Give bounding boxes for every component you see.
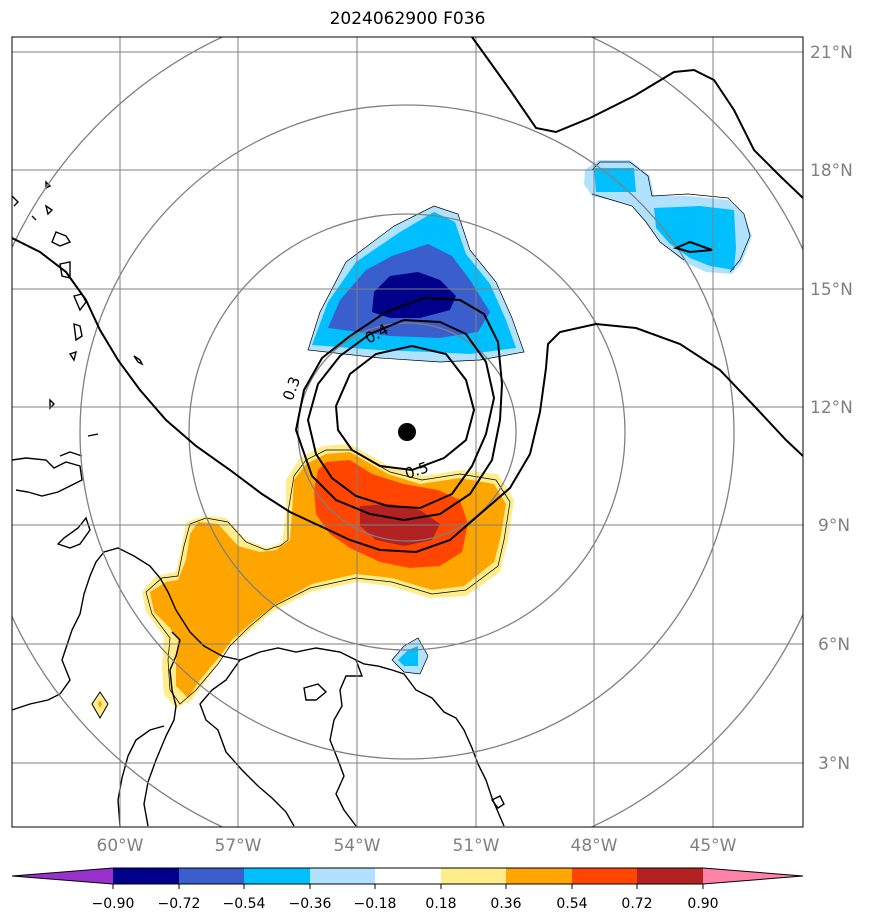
- colorbar-label: −0.54: [223, 896, 266, 912]
- lon-axis: 60°W 57°W 54°W 51°W 48°W 45°W: [97, 836, 737, 856]
- coastlines: [12, 180, 505, 827]
- negative-anomaly-north: [308, 206, 524, 362]
- colorbar-bin: [113, 868, 179, 884]
- lat-label-6N: 6°N: [818, 635, 850, 655]
- colorbar: −0.90 −0.72 −0.54 −0.36 −0.18 0.18 0.36 …: [11, 867, 804, 912]
- colorbar-label: −0.72: [158, 896, 201, 912]
- colorbar-label: 0.54: [556, 896, 587, 912]
- colorbar-label: 0.18: [425, 896, 456, 912]
- range-rings: [12, 37, 803, 827]
- contour-label-0.3: 0.3: [279, 374, 304, 403]
- lat-axis: 21°N 18°N 15°N 12°N 9°N 6°N 3°N: [810, 43, 853, 774]
- colorbar-extend-low: [12, 868, 113, 884]
- colorbar-label: 0.72: [621, 896, 652, 912]
- lat-label-12N: 12°N: [810, 398, 853, 418]
- lon-label-54W: 54°W: [334, 836, 381, 856]
- colorbar-bin: [572, 868, 637, 884]
- lat-label-18N: 18°N: [810, 161, 853, 181]
- colorbar-label: −0.18: [354, 896, 397, 912]
- colorbar-extend-high: [703, 868, 803, 884]
- colorbar-label: 0.36: [490, 896, 521, 912]
- lon-label-48W: 48°W: [571, 836, 618, 856]
- colorbar-bin: [637, 868, 703, 884]
- map-frame: [11, 36, 804, 828]
- lat-label-15N: 15°N: [810, 280, 853, 300]
- map-title: 2024062900 F036: [329, 9, 486, 29]
- lat-label-9N: 9°N: [818, 516, 850, 536]
- storm-center-marker: [398, 423, 416, 441]
- lon-label-57W: 57°W: [215, 836, 262, 856]
- lon-label-60W: 60°W: [97, 836, 144, 856]
- colorbar-bin: [441, 868, 506, 884]
- lon-label-51W: 51°W: [453, 836, 500, 856]
- positive-anomaly-south: [91, 444, 514, 720]
- colorbar-label: −0.36: [289, 896, 332, 912]
- colorbar-label: 0.90: [687, 896, 718, 912]
- negative-anomaly-south: [392, 638, 428, 674]
- lat-label-21N: 21°N: [810, 43, 853, 63]
- lon-label-45W: 45°W: [690, 836, 737, 856]
- lat-label-3N: 3°N: [818, 754, 850, 774]
- colorbar-bin: [244, 868, 310, 884]
- negative-anomaly-northeast: [584, 160, 752, 274]
- colorbar-label: −0.90: [92, 896, 135, 912]
- colorbar-bin: [506, 868, 572, 884]
- colorbar-bin: [310, 868, 375, 884]
- colorbar-bin: [179, 868, 244, 884]
- threshold-contours: [145, 161, 751, 705]
- black-contours: [12, 37, 803, 554]
- lat-lon-grid: [12, 37, 803, 827]
- colorbar-bin: [375, 868, 441, 884]
